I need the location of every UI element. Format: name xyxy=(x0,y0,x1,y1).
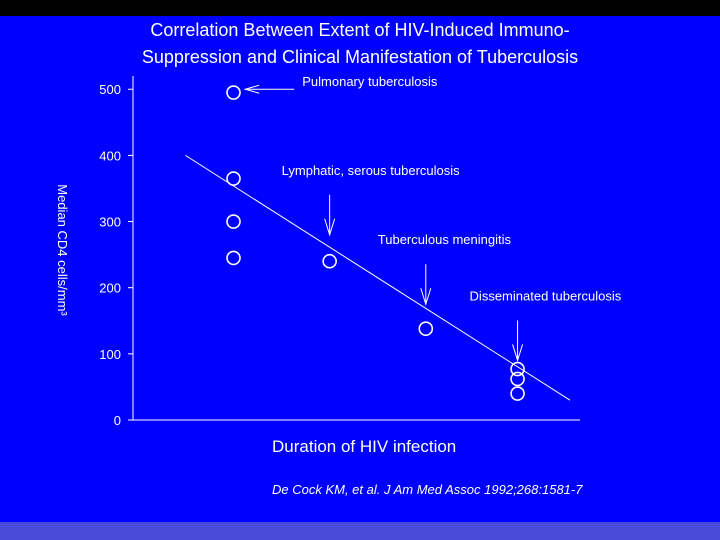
annotation-label: Disseminated tuberculosis xyxy=(470,288,622,303)
y-tick-label: 200 xyxy=(99,281,121,296)
y-tick-label: 300 xyxy=(99,215,121,230)
slide-background xyxy=(0,16,720,522)
annotation-arrowhead xyxy=(420,288,432,306)
data-point xyxy=(226,171,241,186)
y-tick-label: 0 xyxy=(114,413,121,428)
data-point xyxy=(510,386,525,401)
trend-line-group xyxy=(185,154,571,401)
data-point xyxy=(418,321,434,337)
data-points xyxy=(226,85,525,401)
annotation-label: Tuberculous meningitis xyxy=(378,232,512,247)
data-point xyxy=(510,371,525,387)
chart-title-line-2: Suppression and Clinical Manifestation o… xyxy=(141,47,579,67)
trend-line xyxy=(185,154,571,401)
y-axis-ticks: 0 100 200 300 400 500 xyxy=(99,82,133,428)
data-point xyxy=(226,250,241,266)
y-tick-label: 400 xyxy=(99,148,121,163)
data-point xyxy=(226,85,241,100)
citation: De Cock KM, et al. J Am Med Assoc 1992;2… xyxy=(272,482,583,497)
annotation-label: Lymphatic, serous tuberculosis xyxy=(282,163,460,178)
data-point xyxy=(510,361,525,377)
chart-title-line-1: Correlation Between Extent of HIV-Induce… xyxy=(150,20,570,40)
annotation-arrowhead xyxy=(324,218,336,237)
annotation-arrowhead xyxy=(512,344,524,363)
annotation-label: Pulmonary tuberculosis xyxy=(302,74,438,89)
y-axis-title: Median CD4 cells/mm³ xyxy=(55,184,70,316)
data-point xyxy=(226,214,241,229)
annotations: Pulmonary tuberculosis Lymphatic, serous … xyxy=(243,74,622,363)
y-tick-label: 500 xyxy=(99,82,121,97)
y-tick-label: 100 xyxy=(99,347,121,362)
chart-axes xyxy=(132,76,580,421)
bottom-strip xyxy=(0,522,720,540)
annotation-arrowhead xyxy=(243,84,260,94)
data-point xyxy=(322,253,337,269)
x-axis-title: Duration of HIV infection xyxy=(272,437,456,456)
